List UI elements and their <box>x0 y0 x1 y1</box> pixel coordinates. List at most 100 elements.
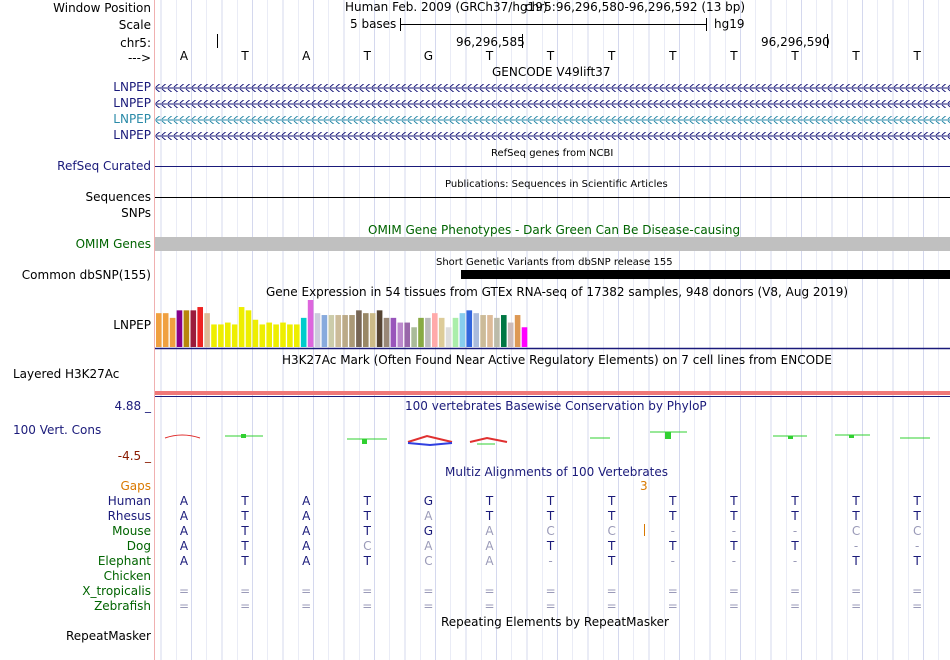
h3k27ac-signal[interactable] <box>155 391 950 395</box>
gtex-tissue-bar[interactable] <box>252 319 259 347</box>
gtex-tissue-bar[interactable] <box>397 322 404 347</box>
gtex-tissue-bar[interactable] <box>156 313 162 347</box>
gtex-tissue-bar[interactable] <box>287 324 293 347</box>
gtex-tissue-bar[interactable] <box>328 315 335 347</box>
species-label[interactable]: Rhesus <box>107 509 151 523</box>
gtex-tissue-bar[interactable] <box>294 324 300 347</box>
gtex-tissue-bar[interactable] <box>438 317 445 347</box>
alignment-base: = <box>851 584 862 598</box>
gtex-tissue-bar[interactable] <box>321 315 328 347</box>
gtex-tissue-bar[interactable] <box>307 300 314 347</box>
transcript-4[interactable] <box>155 132 950 140</box>
transcript-1[interactable] <box>155 84 950 92</box>
window-position-label[interactable]: Window Position <box>53 1 151 15</box>
gtex-tissue-bar[interactable] <box>418 317 424 347</box>
gtex-tissue-bar[interactable] <box>197 307 203 347</box>
gtex-tissue-bar[interactable] <box>501 315 507 347</box>
gencode-gene-label-3[interactable]: LNPEP <box>113 112 151 126</box>
gtex-tissue-bar[interactable] <box>300 317 307 347</box>
species-label[interactable]: Chicken <box>103 569 151 583</box>
species-label[interactable]: X_tropicalis <box>82 584 151 598</box>
gtex-tissue-bar[interactable] <box>218 324 224 347</box>
gtex-tissue-bar[interactable] <box>259 324 266 347</box>
gtex-tissue-bar[interactable] <box>487 315 493 347</box>
gencode-transcripts[interactable] <box>155 80 950 144</box>
alignment-base: A <box>485 554 494 568</box>
alignment-base: T <box>852 509 860 523</box>
gtex-tissue-bar[interactable] <box>162 313 169 347</box>
h3k27ac-track-label[interactable]: Layered H3K27Ac <box>13 367 120 381</box>
gtex-tissue-bar[interactable] <box>363 313 369 347</box>
species-label[interactable]: Dog <box>126 539 151 553</box>
gtex-bar-chart[interactable] <box>155 300 950 350</box>
gtex-tissue-bar[interactable] <box>273 324 279 347</box>
gtex-tissue-bar[interactable] <box>369 313 376 347</box>
species-label[interactable]: Elephant <box>97 554 151 568</box>
chr-label[interactable]: chr5: <box>120 36 151 50</box>
gtex-tissue-bar[interactable] <box>231 324 238 347</box>
gtex-tissue-bar[interactable] <box>425 317 431 347</box>
gtex-tissue-bar[interactable] <box>432 313 438 347</box>
gtex-tissue-bar[interactable] <box>459 313 466 347</box>
species-label[interactable]: Mouse <box>112 524 151 538</box>
transcript-3[interactable] <box>155 116 950 124</box>
gtex-tissue-bar[interactable] <box>507 322 514 347</box>
gtex-tissue-bar[interactable] <box>342 315 348 347</box>
omim-gene-bar[interactable] <box>155 237 950 251</box>
repeatmasker-track-label[interactable]: RepeatMasker <box>65 629 151 643</box>
gtex-tissue-bar[interactable] <box>514 315 521 347</box>
gtex-tissue-bar[interactable] <box>376 310 383 347</box>
gtex-tissue-bar[interactable] <box>521 327 528 347</box>
gencode-gene-label-1[interactable]: LNPEP <box>113 80 151 94</box>
publications-line[interactable] <box>155 197 950 198</box>
phylop-track-label[interactable]: 100 Vert. Cons <box>13 423 102 437</box>
alignment-base: T <box>913 554 921 568</box>
strand-arrow-label[interactable]: ---> <box>127 51 151 65</box>
omim-track-label[interactable]: OMIM Genes <box>75 237 151 251</box>
gtex-tissue-bar[interactable] <box>356 310 362 347</box>
gtex-tissue-bar[interactable] <box>183 310 190 347</box>
gtex-tissue-bar[interactable] <box>190 310 197 347</box>
publications-track-label[interactable]: Sequences <box>85 190 151 204</box>
scale-bar <box>401 24 706 25</box>
gtex-tissue-bar[interactable] <box>404 322 410 347</box>
gtex-tissue-bar[interactable] <box>314 313 321 347</box>
gtex-tissue-bar[interactable] <box>473 313 479 347</box>
gtex-tissue-bar[interactable] <box>452 317 459 347</box>
refseq-gene-line[interactable] <box>155 166 950 167</box>
assembly-title: Human Feb. 2009 (GRCh37/hg19) <box>345 0 548 14</box>
gtex-tissue-bar[interactable] <box>466 310 473 347</box>
gtex-tissue-bar[interactable] <box>204 313 210 347</box>
gtex-tissue-bar[interactable] <box>238 307 245 347</box>
gtex-tissue-bar[interactable] <box>280 322 286 347</box>
species-label[interactable]: Zebrafish <box>94 599 151 613</box>
gtex-tissue-bar[interactable] <box>335 315 341 347</box>
gtex-tissue-bar[interactable] <box>211 324 217 347</box>
gtex-tissue-bar[interactable] <box>480 315 486 347</box>
phylop-plot[interactable] <box>155 420 950 460</box>
gtex-tissue-bar[interactable] <box>349 315 355 347</box>
transcript-2[interactable] <box>155 100 950 108</box>
refseq-track-label[interactable]: RefSeq Curated <box>57 159 151 173</box>
dbsnp-track-label[interactable]: Common dbSNP(155) <box>21 268 151 282</box>
gtex-tissue-bar[interactable] <box>245 310 252 347</box>
gtex-track-label[interactable]: LNPEP <box>113 318 151 332</box>
gencode-gene-label-4[interactable]: LNPEP <box>113 128 151 142</box>
gtex-tissue-bar[interactable] <box>411 327 417 347</box>
gtex-tissue-bar[interactable] <box>494 317 500 347</box>
gtex-tissue-bar[interactable] <box>266 322 272 347</box>
gtex-tissue-bar[interactable] <box>383 317 390 347</box>
gencode-gene-label-2[interactable]: LNPEP <box>113 96 151 110</box>
gap-count: 3 <box>640 479 648 493</box>
gaps-label[interactable]: Gaps <box>120 479 151 493</box>
dbsnp-variant-bar[interactable] <box>461 270 950 279</box>
scale-label[interactable]: Scale <box>118 18 151 32</box>
species-label[interactable]: Human <box>107 494 151 508</box>
gtex-tissue-bar[interactable] <box>445 327 452 347</box>
gtex-tissue-bar[interactable] <box>225 322 231 347</box>
gtex-tissue-bar[interactable] <box>169 317 176 347</box>
gtex-tissue-bar[interactable] <box>390 317 397 347</box>
snps-track-label[interactable]: SNPs <box>121 206 151 220</box>
gtex-tissue-bar[interactable] <box>176 310 183 347</box>
